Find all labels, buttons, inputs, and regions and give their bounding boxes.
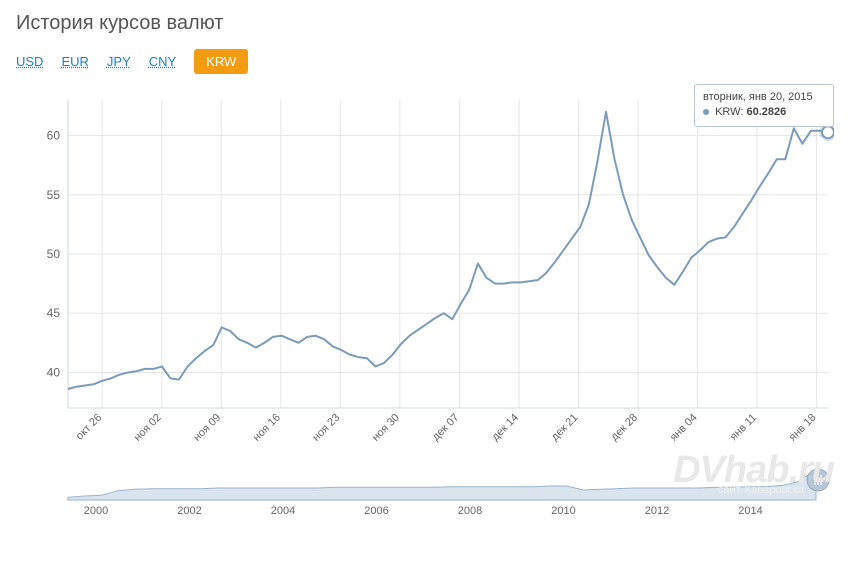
svg-text:2004: 2004 bbox=[271, 505, 295, 517]
svg-text:ноя 02: ноя 02 bbox=[132, 412, 164, 444]
svg-text:дек 21: дек 21 bbox=[549, 412, 581, 444]
svg-text:2006: 2006 bbox=[364, 505, 388, 517]
tab-krw[interactable]: KRW bbox=[194, 49, 248, 74]
tooltip-dot-icon bbox=[703, 109, 709, 115]
svg-text:60: 60 bbox=[47, 129, 61, 143]
tooltip-value-row: KRW: 60.2826 bbox=[703, 105, 825, 120]
svg-text:50: 50 bbox=[47, 247, 61, 261]
svg-text:ноя 16: ноя 16 bbox=[251, 412, 283, 444]
page-title: История курсов валют bbox=[16, 12, 834, 35]
tab-jpy[interactable]: JPY bbox=[107, 50, 131, 73]
svg-text:2014: 2014 bbox=[738, 505, 762, 517]
svg-text:2000: 2000 bbox=[84, 505, 108, 517]
tooltip-date: вторник, янв 20, 2015 bbox=[703, 90, 825, 105]
svg-text:ноя 23: ноя 23 bbox=[310, 412, 342, 444]
svg-text:янв 18: янв 18 bbox=[787, 412, 819, 444]
tab-cny[interactable]: CNY bbox=[149, 50, 176, 73]
chart-tooltip: вторник, янв 20, 2015 KRW: 60.2826 bbox=[694, 84, 834, 127]
tab-eur[interactable]: EUR bbox=[61, 50, 88, 73]
svg-text:дек 07: дек 07 bbox=[430, 412, 462, 444]
svg-text:2012: 2012 bbox=[645, 505, 669, 517]
currency-tabs: USD EUR JPY CNY KRW bbox=[16, 49, 834, 74]
tab-usd[interactable]: USD bbox=[16, 50, 43, 73]
svg-text:2002: 2002 bbox=[177, 505, 201, 517]
main-chart[interactable]: 40 45 50 55 60 окт 26 ноя 02 ноя 09 ноя 16 ноя 23… bbox=[16, 84, 834, 458]
svg-text:ноя 09: ноя 09 bbox=[191, 412, 223, 444]
range-navigator[interactable]: 20002002200420062008201020122014 DVhab.r… bbox=[16, 464, 834, 524]
svg-text:40: 40 bbox=[47, 365, 61, 379]
svg-text:55: 55 bbox=[47, 188, 61, 202]
svg-text:45: 45 bbox=[47, 306, 61, 320]
svg-text:дек 14: дек 14 bbox=[489, 412, 521, 444]
svg-text:2008: 2008 bbox=[458, 505, 482, 517]
svg-text:янв 04: янв 04 bbox=[668, 412, 700, 444]
svg-text:окт 26: окт 26 bbox=[74, 412, 105, 443]
svg-text:ноя 30: ноя 30 bbox=[370, 412, 402, 444]
svg-text:2010: 2010 bbox=[551, 505, 575, 517]
tooltip-series: KRW bbox=[715, 106, 740, 118]
svg-text:дек 28: дек 28 bbox=[609, 412, 641, 444]
tooltip-value: 60.2826 bbox=[746, 106, 786, 118]
svg-text:янв 11: янв 11 bbox=[728, 412, 759, 443]
